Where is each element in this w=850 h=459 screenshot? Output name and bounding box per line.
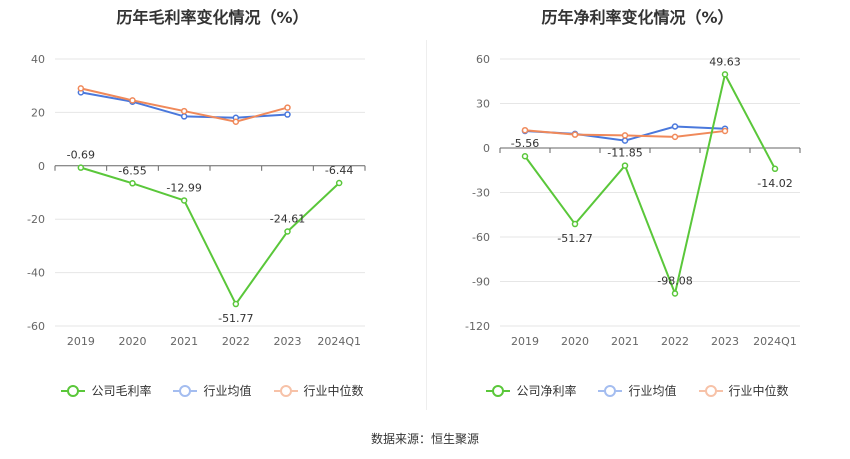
x-tick-label: 2022 <box>661 335 689 348</box>
data-label: -51.27 <box>557 232 592 245</box>
legend-item-company[interactable]: 公司净利率 <box>486 382 576 399</box>
legend-item-company[interactable]: 公司毛利率 <box>61 382 151 399</box>
y-tick-label: 30 <box>476 98 490 111</box>
data-point <box>77 164 85 171</box>
data-label: -12.99 <box>166 181 201 194</box>
data-point <box>671 123 679 130</box>
x-tick-label: 2021 <box>611 335 639 348</box>
data-label: -51.77 <box>218 312 253 325</box>
net-margin-chart: 历年净利率变化情况（%） 60 30 0 -30 -60 -90 -120 2019 2020 2… <box>425 0 850 420</box>
x-tick-label: 2019 <box>511 335 539 348</box>
data-label: -6.55 <box>118 164 146 177</box>
data-label: -5.56 <box>511 137 539 150</box>
legend-swatch-icon <box>61 384 86 397</box>
legend-label: 行业均值 <box>203 384 252 398</box>
data-label: -14.02 <box>757 177 792 190</box>
y-tick-label: -40 <box>27 267 45 280</box>
data-point <box>180 113 188 120</box>
legend-label: 行业中位数 <box>728 384 789 398</box>
y-tick-label: 0 <box>483 142 490 155</box>
data-point <box>284 111 291 118</box>
data-point <box>284 228 291 235</box>
data-point <box>129 180 136 187</box>
data-point <box>180 107 188 115</box>
y-tick-label: -60 <box>27 320 45 333</box>
y-tick-label: -30 <box>472 187 490 200</box>
y-tick-label: 60 <box>476 53 490 66</box>
data-point <box>232 118 240 125</box>
legend-swatch-icon <box>173 384 198 397</box>
x-tick-label: 2020 <box>119 335 147 348</box>
net-margin-plot: 60 30 0 -30 -60 -90 -120 2019 2020 2021 2022 2023 20… <box>465 53 801 348</box>
chart-legend: 公司净利率 行业均值 行业中位数 <box>425 382 850 399</box>
data-point <box>621 137 629 144</box>
legend-item-industry-avg[interactable]: 行业均值 <box>598 382 677 399</box>
data-point <box>521 126 529 134</box>
x-tick-label: 2024Q1 <box>317 335 361 348</box>
panel-divider <box>426 40 427 410</box>
x-tick-label: 2021 <box>170 335 198 348</box>
data-point <box>521 152 529 160</box>
data-point <box>571 131 579 138</box>
legend-item-industry-median[interactable]: 行业中位数 <box>698 382 789 399</box>
legend-item-industry-avg[interactable]: 行业均值 <box>173 382 252 399</box>
y-tick-label: -90 <box>472 276 490 289</box>
gross-margin-plot: 40 20 0 -20 -40 -60 2019 2020 2021 2022 2023 2024Q1… <box>27 53 366 348</box>
data-point <box>335 179 343 187</box>
y-tick-label: 40 <box>31 53 45 66</box>
legend-label: 公司毛利率 <box>91 384 152 398</box>
legend-item-industry-median[interactable]: 行业中位数 <box>273 382 364 399</box>
legend-swatch-icon <box>486 384 511 397</box>
data-point <box>284 104 291 111</box>
data-label: -11.85 <box>607 147 642 160</box>
data-point <box>180 197 188 204</box>
data-point <box>771 165 779 173</box>
legend-label: 行业中位数 <box>303 384 364 398</box>
chart-title: 历年净利率变化情况（%） <box>541 8 734 27</box>
data-point <box>571 220 579 228</box>
y-tick-label: -60 <box>472 231 490 244</box>
data-point <box>671 133 679 141</box>
legend-swatch-icon <box>273 384 298 397</box>
series-line-0 <box>524 71 776 297</box>
data-point <box>77 85 85 92</box>
data-point <box>721 127 729 135</box>
data-point <box>232 300 240 308</box>
data-point <box>621 162 629 169</box>
legend-swatch-icon <box>698 384 723 397</box>
y-tick-label: -20 <box>27 213 45 226</box>
data-label: -24.61 <box>270 213 305 226</box>
data-label: 49.63 <box>709 55 741 68</box>
legend-label: 公司净利率 <box>516 384 577 398</box>
legend-swatch-icon <box>598 384 623 397</box>
chart-legend: 公司毛利率 行业均值 行业中位数 <box>0 382 425 399</box>
data-label: -6.44 <box>325 164 353 177</box>
data-source: 数据来源：恒生聚源 <box>370 432 479 446</box>
data-point <box>621 132 629 139</box>
data-label: -0.69 <box>67 149 95 162</box>
data-label: -98.08 <box>657 274 692 287</box>
data-point <box>721 71 729 78</box>
x-tick-label: 2019 <box>67 335 95 348</box>
y-tick-label: 0 <box>38 160 45 173</box>
x-tick-label: 2022 <box>222 335 250 348</box>
gross-margin-chart: 历年毛利率变化情况（%） 40 20 0 -20 -40 -60 2019 2020 2021 2… <box>0 0 425 420</box>
chart-title: 历年毛利率变化情况（%） <box>116 8 309 27</box>
y-tick-label: 20 <box>31 106 45 119</box>
legend-label: 行业均值 <box>628 384 677 398</box>
x-tick-label: 2024Q1 <box>753 335 797 348</box>
x-tick-label: 2020 <box>561 335 589 348</box>
x-tick-label: 2023 <box>711 335 739 348</box>
data-point <box>129 97 136 104</box>
y-tick-label: -120 <box>465 320 490 333</box>
x-tick-label: 2023 <box>274 335 302 348</box>
data-point <box>671 290 679 297</box>
series-line-0 <box>80 166 340 306</box>
